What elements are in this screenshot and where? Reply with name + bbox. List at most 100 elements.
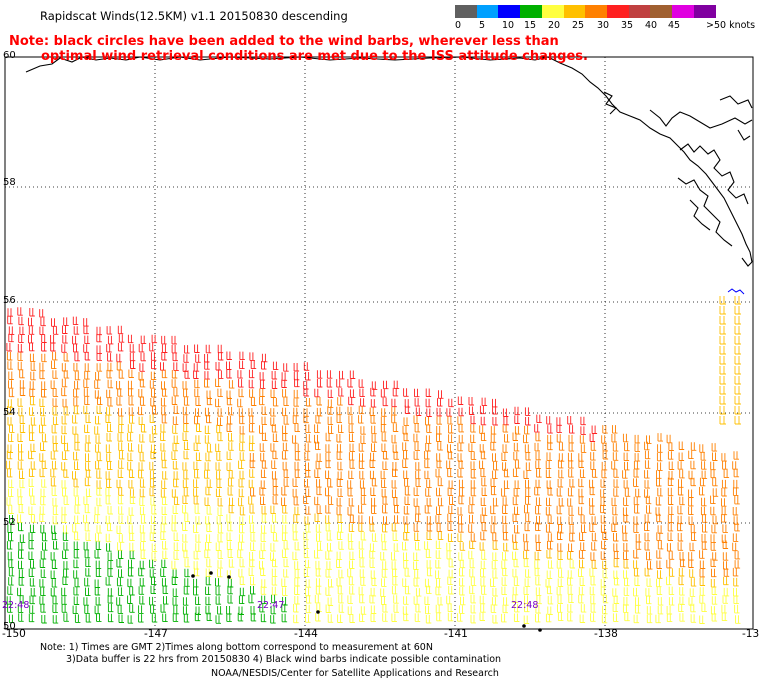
wind-barb [325,551,331,560]
wind-barb [468,443,474,452]
wind-barb [205,542,211,551]
wind-barb [524,522,530,532]
wind-barb [468,397,474,406]
wind-barb [447,416,453,425]
wind-barb [303,381,309,390]
wind-barb [107,423,113,433]
wind-barb [140,515,147,524]
wind-barb [314,594,321,604]
wind-barb [172,588,179,597]
wind-barb [163,596,169,605]
wind-barb [19,424,26,433]
wind-barb [149,596,155,606]
wind-barb [182,462,188,471]
wind-barb [580,416,586,426]
wind-barb [260,496,266,506]
wind-barb [371,477,378,487]
contamination-marker [227,575,231,579]
wind-barb [283,541,290,550]
wind-barb [547,425,553,434]
wind-barb [502,524,509,534]
lat-label-50: 50 [3,621,16,632]
wind-barb [249,435,255,444]
wind-barb [160,604,166,613]
wind-barb [325,459,331,469]
wind-barb [282,425,288,434]
wind-barb [118,487,124,496]
wind-barb [481,507,488,516]
wind-barb [116,479,122,489]
wind-barb [149,487,155,497]
wind-barb [413,433,419,443]
wind-barb [447,612,454,622]
wind-barb [688,450,694,460]
wind-barb [514,415,520,424]
wind-barb [73,405,80,415]
wind-barb [160,523,167,533]
wind-barb [589,523,595,532]
wind-barb [161,381,167,390]
wind-barb [183,586,190,595]
footer-credit: NOAA/NESDIS/Center for Satellite Applica… [211,668,499,679]
contamination-marker [522,624,526,628]
wind-barb [7,417,13,426]
wind-barb [128,525,135,534]
wind-barb [95,415,101,425]
wind-barb [6,352,13,361]
wind-barb [271,577,278,586]
wind-barb [249,352,255,361]
wind-barb [458,479,465,489]
wind-barb [294,452,301,461]
wind-barb [314,388,320,398]
wind-barb [492,541,499,550]
wind-barb [633,560,639,569]
wind-barb [171,489,178,498]
wind-barb [403,560,409,569]
scale-label-5: 25 [572,20,585,31]
wind-barb [52,595,58,605]
wind-barb [272,495,279,505]
wind-barb [249,469,255,478]
wind-barb [667,496,674,505]
wind-barb [138,416,145,426]
wind-barb [393,543,400,552]
wind-barb [710,469,716,479]
wind-barb [50,570,57,579]
wind-barb [138,343,145,353]
wind-barb [30,514,37,523]
wind-barb [193,524,199,534]
wind-barb [316,533,322,542]
wind-barb [328,425,334,435]
wind-barb [491,560,498,570]
wind-barb [623,480,630,489]
wind-barb [28,540,34,550]
wind-barb [95,435,101,444]
wind-barb [459,605,465,614]
wind-barb [139,452,146,462]
wind-barb [733,577,739,587]
wind-barb [138,462,144,471]
wind-barb [591,532,598,542]
wind-barb [172,425,178,434]
wind-barb [238,460,244,470]
wind-barb [62,335,68,344]
wind-barb [74,515,80,524]
wind-barb [677,461,684,470]
wind-barb [237,370,243,379]
wind-barb [129,344,136,353]
wind-barb [358,460,365,469]
wind-barb [51,424,58,434]
wind-barb [7,315,13,325]
scale-label-0: 0 [455,20,462,31]
wind-barb [380,470,387,480]
wind-barb [690,460,696,470]
wind-barb [215,398,221,408]
wind-barb [371,505,377,514]
wind-barb [578,478,584,488]
wind-barb [283,416,290,425]
wind-barb [668,586,675,596]
lon-label-141: -141 [444,628,468,640]
wind-barb [239,470,245,480]
wind-barb [303,549,310,559]
wind-barb [149,342,155,352]
